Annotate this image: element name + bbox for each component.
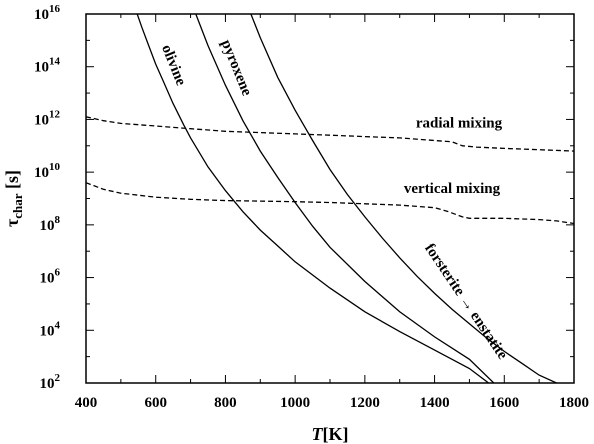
x-tick-label: 1800: [559, 395, 589, 411]
y-tick-label: 108: [40, 214, 61, 234]
series-line-vertical-mixing: [86, 182, 574, 225]
plot-frame: [85, 13, 575, 384]
x-tick-label: 600: [144, 395, 167, 411]
curve-label-vertical-mixing: vertical mixing: [404, 181, 501, 197]
x-axis-title-unit: [K]: [323, 424, 349, 444]
y-axis-title-sub: char: [10, 193, 25, 219]
x-tick-label: 400: [75, 395, 98, 411]
series-line-pyroxene: [195, 14, 495, 383]
y-tick-label: 102: [40, 372, 61, 392]
y-tick-label: 106: [40, 267, 61, 287]
y-tick-label: 1010: [34, 161, 61, 181]
x-tick-label: 800: [214, 395, 237, 411]
y-axis-title-unit: [s]: [2, 170, 22, 194]
y-tick-label: 1016: [34, 3, 61, 23]
x-tick-label: 1600: [489, 395, 519, 411]
y-axis-title: τchar [s]: [2, 170, 25, 227]
x-axis-title-main: T: [312, 424, 324, 444]
x-tick-label: 1200: [350, 395, 380, 411]
x-axis-title: T[K]: [312, 424, 349, 444]
series-line-radial-mixing: [86, 116, 574, 152]
series-line-forsterite-enstatite: [250, 14, 557, 383]
y-tick-label: 104: [40, 319, 61, 339]
series-line-olivine: [136, 14, 489, 383]
x-tick-label: 1000: [280, 395, 310, 411]
curves-layer: [86, 14, 574, 383]
tick-labels-layer: 400 600 800 1000 1200 1400 1600 1800 102 104 106 10…: [34, 3, 589, 411]
y-axis-title-main: τ: [2, 218, 22, 227]
y-tick-label: 1014: [34, 56, 61, 76]
curve-label-radial-mixing: radial mixing: [416, 115, 503, 131]
x-tick-label: 1400: [420, 395, 450, 411]
y-tick-label: 1012: [34, 108, 61, 128]
